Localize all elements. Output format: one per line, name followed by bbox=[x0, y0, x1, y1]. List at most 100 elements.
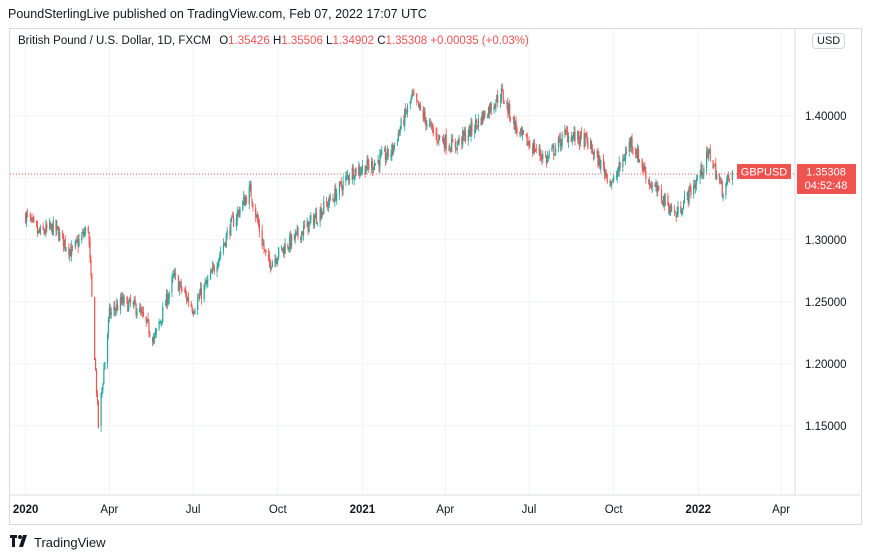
candle-body bbox=[706, 151, 709, 158]
candle bbox=[539, 144, 541, 162]
candle bbox=[316, 222, 318, 227]
candle bbox=[348, 174, 350, 186]
candle-body bbox=[475, 120, 477, 132]
candle bbox=[725, 182, 727, 200]
candle-body bbox=[602, 158, 605, 167]
candle bbox=[116, 298, 118, 315]
candle-body bbox=[688, 186, 690, 203]
candle-body bbox=[328, 195, 330, 205]
currency-button[interactable]: USD bbox=[812, 33, 846, 49]
candle bbox=[516, 125, 518, 137]
candle-body bbox=[645, 171, 647, 180]
candle-body bbox=[567, 131, 569, 142]
candle bbox=[249, 180, 251, 192]
candle bbox=[463, 130, 465, 141]
tradingview-logo-icon bbox=[10, 535, 30, 550]
candle-body bbox=[262, 244, 264, 245]
candle-body bbox=[514, 121, 516, 130]
candle-body bbox=[104, 361, 106, 370]
candle bbox=[171, 274, 173, 298]
candle-body bbox=[387, 148, 389, 157]
candle-body bbox=[380, 153, 382, 156]
candle bbox=[432, 124, 434, 137]
candle bbox=[353, 174, 355, 186]
candle-body bbox=[525, 133, 527, 135]
candle-body bbox=[458, 137, 460, 144]
candle bbox=[663, 192, 665, 211]
candle-body bbox=[584, 133, 586, 147]
candle bbox=[84, 225, 87, 237]
candle-body bbox=[332, 198, 334, 200]
candle bbox=[703, 165, 705, 179]
candle bbox=[604, 168, 606, 179]
candle bbox=[218, 258, 220, 268]
candle-body bbox=[443, 142, 445, 149]
candle bbox=[89, 236, 91, 263]
candle bbox=[134, 295, 136, 305]
candle bbox=[706, 146, 709, 159]
candle bbox=[301, 230, 303, 244]
candle bbox=[406, 109, 408, 115]
candle bbox=[469, 125, 471, 137]
candle-body bbox=[103, 369, 105, 385]
candle bbox=[535, 144, 537, 154]
candle-body bbox=[123, 296, 125, 303]
candle bbox=[464, 126, 467, 144]
candle-body bbox=[502, 91, 504, 101]
candle bbox=[177, 274, 179, 292]
candle-body bbox=[243, 197, 245, 202]
candle bbox=[600, 159, 602, 174]
candle-body bbox=[294, 233, 296, 239]
candle bbox=[226, 226, 228, 240]
candle-body bbox=[596, 151, 598, 153]
candle bbox=[602, 154, 605, 172]
candle-body bbox=[431, 124, 433, 129]
legend-o-label: O bbox=[219, 35, 229, 47]
candle bbox=[542, 150, 544, 164]
candle-body bbox=[721, 181, 723, 197]
candle bbox=[641, 158, 643, 173]
candle bbox=[192, 308, 194, 317]
candle-body bbox=[615, 176, 618, 178]
candle-body bbox=[171, 277, 173, 292]
candle bbox=[631, 133, 633, 154]
candle bbox=[378, 159, 380, 173]
candle-body bbox=[449, 147, 451, 149]
candle bbox=[110, 307, 112, 319]
candle bbox=[59, 227, 61, 242]
candle bbox=[180, 278, 182, 295]
candle-body bbox=[521, 130, 524, 135]
candle bbox=[164, 300, 167, 306]
candle bbox=[46, 221, 48, 233]
candle-body bbox=[411, 92, 413, 96]
candle bbox=[399, 125, 401, 137]
chart-frame[interactable] bbox=[9, 28, 862, 525]
tradingview-logo[interactable]: TradingView bbox=[10, 535, 106, 550]
candle-body bbox=[476, 125, 479, 127]
candle bbox=[429, 118, 432, 128]
candle-body bbox=[355, 167, 357, 175]
candle bbox=[483, 109, 485, 122]
candle-body bbox=[211, 266, 214, 273]
price-tick-label: 1.15000 bbox=[805, 421, 847, 433]
candle bbox=[302, 231, 304, 236]
candle bbox=[106, 332, 109, 369]
candle bbox=[571, 135, 573, 146]
candle bbox=[213, 264, 215, 275]
candle-body bbox=[373, 163, 375, 170]
candle-body bbox=[284, 244, 286, 254]
candle-body bbox=[71, 246, 74, 248]
candle-body bbox=[233, 217, 235, 227]
candle bbox=[141, 306, 144, 318]
candle bbox=[332, 193, 334, 202]
candle bbox=[140, 305, 143, 316]
candle bbox=[76, 235, 78, 244]
candle bbox=[695, 174, 698, 191]
candle-body bbox=[650, 186, 652, 189]
candle-body bbox=[669, 210, 671, 214]
candle bbox=[158, 318, 160, 332]
candle bbox=[525, 133, 527, 138]
candle-body bbox=[308, 221, 310, 233]
candle-body bbox=[731, 171, 733, 181]
